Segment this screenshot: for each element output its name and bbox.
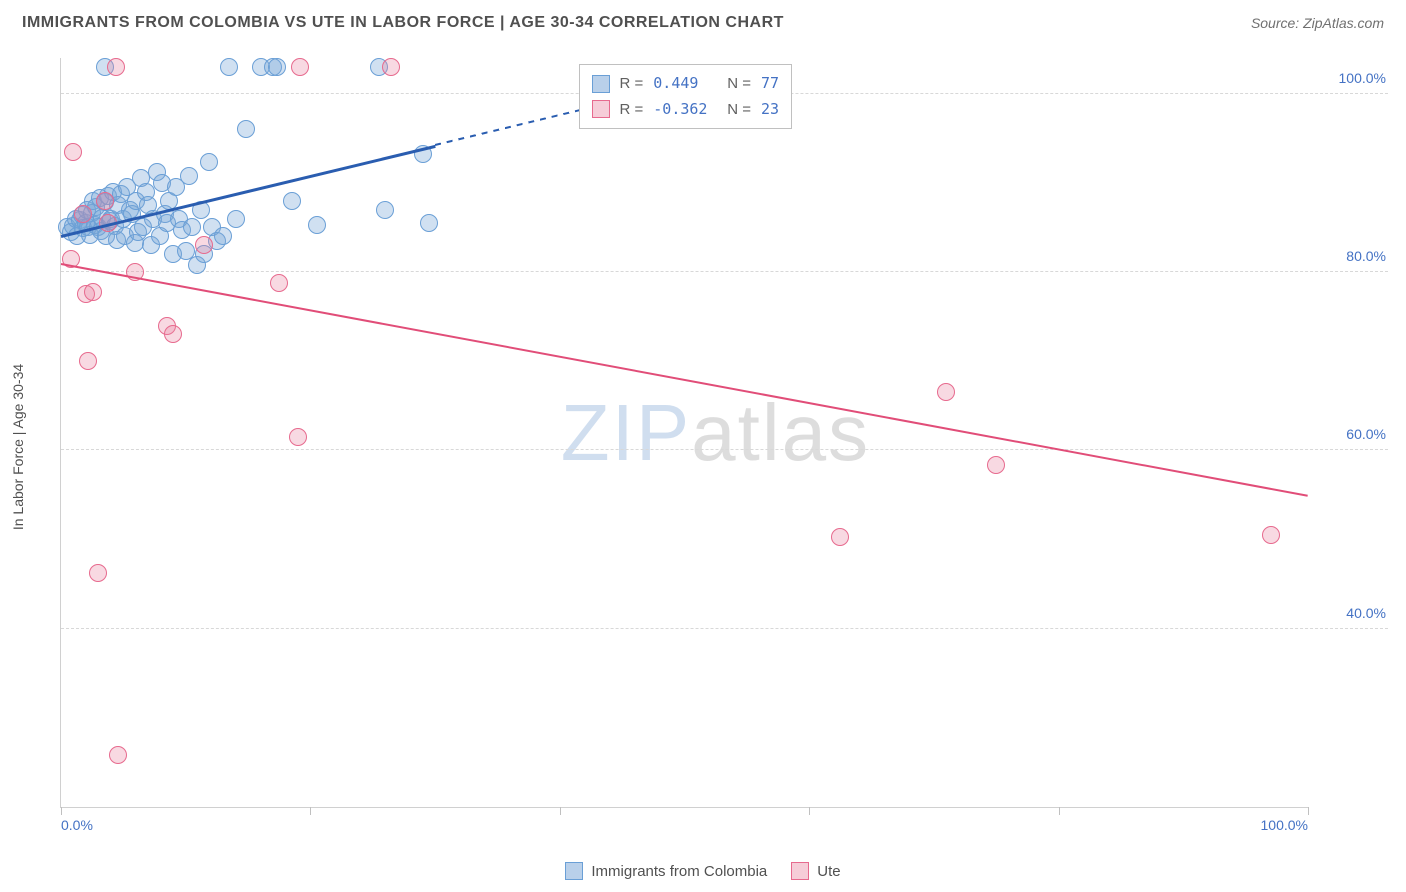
data-point	[291, 58, 309, 76]
data-point	[308, 216, 326, 234]
data-point	[195, 236, 213, 254]
gridline-horizontal	[61, 271, 1388, 272]
chart-title: IMMIGRANTS FROM COLOMBIA VS UTE IN LABOR…	[22, 14, 784, 32]
data-point	[164, 325, 182, 343]
stat-r-label: R =	[620, 97, 644, 123]
stat-r-value: 0.449	[653, 71, 717, 97]
data-point	[268, 58, 286, 76]
data-point	[74, 205, 92, 223]
data-point	[376, 201, 394, 219]
stat-r-label: R =	[620, 71, 644, 97]
correlation-stats-box: R = 0.449 N = 77 R = -0.362 N = 23	[579, 64, 793, 129]
data-point	[214, 227, 232, 245]
y-tick-label: 80.0%	[1346, 248, 1386, 264]
stat-r-value: -0.362	[653, 97, 717, 123]
data-point	[227, 210, 245, 228]
data-point	[289, 428, 307, 446]
y-axis-label: In Labor Force | Age 30-34	[10, 364, 26, 530]
x-tick	[1059, 807, 1060, 815]
x-tick	[809, 807, 810, 815]
data-point	[987, 456, 1005, 474]
data-point	[237, 120, 255, 138]
data-point	[79, 352, 97, 370]
x-tick	[560, 807, 561, 815]
data-point	[89, 564, 107, 582]
y-tick-label: 60.0%	[1346, 426, 1386, 442]
data-point	[96, 192, 114, 210]
legend-item: Immigrants from Colombia	[565, 862, 767, 880]
x-tick	[310, 807, 311, 815]
legend-label: Immigrants from Colombia	[591, 863, 767, 880]
legend-item: Ute	[791, 862, 840, 880]
data-point	[1262, 526, 1280, 544]
correlation-chart: In Labor Force | Age 30-34 ZIPatlas 40.0…	[48, 58, 1388, 836]
legend-label: Ute	[817, 863, 840, 880]
data-point	[270, 274, 288, 292]
series-swatch	[592, 100, 610, 118]
legend-swatch	[565, 862, 583, 880]
data-point	[831, 528, 849, 546]
x-tick	[61, 807, 62, 815]
stat-n-label: N =	[727, 97, 751, 123]
data-point	[183, 218, 201, 236]
watermark: ZIPatlas	[561, 387, 870, 479]
series-swatch	[592, 75, 610, 93]
data-point	[937, 383, 955, 401]
stat-n-value: 23	[761, 97, 779, 123]
stats-row: R = 0.449 N = 77	[592, 71, 780, 97]
data-point	[180, 167, 198, 185]
data-point	[107, 58, 125, 76]
data-point	[420, 214, 438, 232]
stat-n-label: N =	[727, 71, 751, 97]
plot-area: ZIPatlas 40.0%60.0%80.0%100.0%0.0%100.0%…	[60, 58, 1308, 808]
stats-row: R = -0.362 N = 23	[592, 97, 780, 123]
trend-line	[435, 108, 585, 146]
data-point	[109, 746, 127, 764]
source-credit: Source: ZipAtlas.com	[1251, 15, 1384, 31]
x-tick-label: 0.0%	[61, 817, 93, 833]
data-point	[64, 143, 82, 161]
y-tick-label: 100.0%	[1339, 70, 1386, 86]
gridline-horizontal	[61, 628, 1388, 629]
trend-line	[61, 263, 1308, 497]
x-tick	[1308, 807, 1309, 815]
data-point	[84, 283, 102, 301]
y-tick-label: 40.0%	[1346, 605, 1386, 621]
gridline-horizontal	[61, 449, 1388, 450]
data-point	[200, 153, 218, 171]
data-point	[283, 192, 301, 210]
x-tick-label: 100.0%	[1261, 817, 1308, 833]
data-point	[220, 58, 238, 76]
stat-n-value: 77	[761, 71, 779, 97]
data-point	[382, 58, 400, 76]
legend-swatch	[791, 862, 809, 880]
series-legend: Immigrants from Colombia Ute	[0, 862, 1406, 884]
